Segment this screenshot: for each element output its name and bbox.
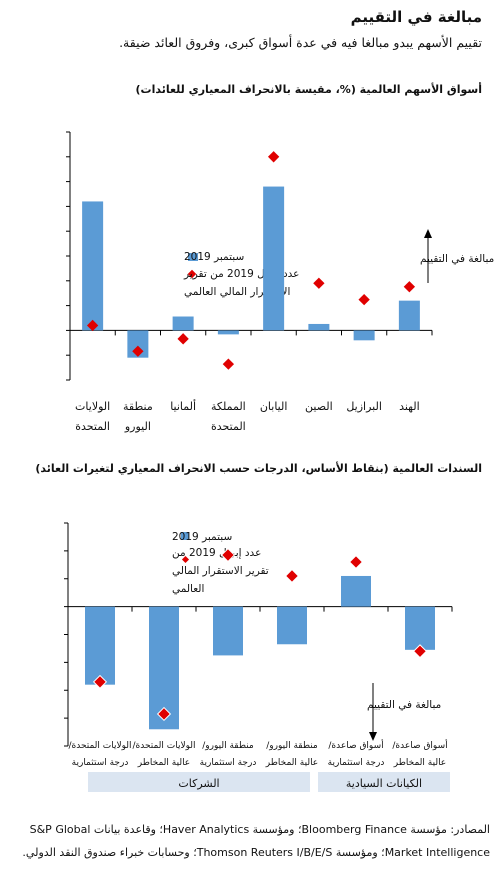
- chart1-marker: [403, 281, 416, 293]
- page-subtitle: تقييم الأسهم يبدو مبالغا فيه في عدة أسوا…: [119, 35, 482, 50]
- chart1-legend-bar-label: سبتمبر 2019: [184, 251, 244, 263]
- chart2-marker: [284, 568, 300, 584]
- chart2-marker: [156, 706, 172, 722]
- chart1-legend-bar-swatch: [188, 253, 198, 261]
- chart1-annotation: مبالغة في التقييم: [420, 253, 494, 265]
- chart2-legend-bar-swatch: [181, 532, 189, 540]
- chart2-category-label: منطقة اليورو/درجة استثمارية: [200, 741, 257, 768]
- group-label-sovereigns: الكيانات السيادية: [346, 777, 422, 790]
- chart1-marker: [177, 333, 189, 345]
- chart2-legend-marker-label-3: العالمي: [172, 583, 204, 595]
- chart1-legend-marker-swatch: [187, 269, 197, 279]
- chart2-legend-bar-label: سبتمبر 2019: [172, 531, 232, 543]
- chart1-marker: [358, 293, 370, 306]
- sources-note: المصادر: مؤسسة Bloomberg Finance؛ ومؤسسة…: [22, 823, 490, 859]
- chart1-category-label: ألمانيا: [170, 399, 196, 413]
- chart1-bar: [353, 330, 375, 341]
- group-label-corporates: الشركات: [178, 777, 219, 790]
- chart2-category-label: أسواق صاعدة/عالية المخاطر: [392, 739, 447, 768]
- chart2-category-label: منطقة اليورو/عالية المخاطر: [265, 741, 318, 768]
- chart2-marker: [412, 644, 428, 659]
- chart1-bar: [308, 323, 330, 331]
- chart2-marker: [348, 554, 364, 570]
- chart2-bar: [277, 606, 307, 645]
- chart1-marker: [267, 151, 280, 163]
- chart1-bar: [217, 330, 239, 335]
- chart2-bar: [213, 606, 243, 656]
- chart1-title: أسواق الأسهم العالمية (%، مقيسة بالانحرا…: [135, 83, 483, 96]
- chart2-annotation-arrow-head: [369, 732, 377, 741]
- chart1-category-label: الولايات المتحدة: [75, 400, 110, 433]
- chart1-bar: [263, 186, 285, 331]
- chart2-legend-marker-label-1: عدد إبريل 2019 من: [172, 547, 261, 559]
- chart1-bar: [82, 201, 104, 331]
- chart1-marker: [132, 345, 144, 357]
- chart2-annotation: مبالغة في التقييم: [367, 699, 441, 711]
- chart1-bar: [398, 300, 420, 331]
- chart1-category-label: منطقة اليورو: [123, 400, 153, 433]
- chart2-marker: [92, 674, 108, 689]
- chart2-category-label: الولايات المتحدة/عالية المخاطر: [132, 741, 195, 768]
- chart2-bar: [85, 606, 115, 685]
- chart1-category-label: البرازيل: [346, 400, 382, 413]
- group-band-corporates: [88, 772, 310, 792]
- chart2-title: السندات العالمية (بنقاط الأساس، الدرجات …: [35, 462, 482, 475]
- chart2-category-label: أسواق صاعدة/درجة استثمارية: [328, 739, 385, 768]
- group-band-sovereigns: [318, 772, 450, 792]
- equity-chart: سبتمبر 2019 عدد إبريل 2019 من تقرير الاس…: [66, 131, 494, 433]
- chart1-annotation-arrow-head: [424, 229, 432, 238]
- bond-chart: سبتمبر 2019 عدد إبريل 2019 من تقرير الاس…: [64, 522, 453, 792]
- chart2-legend-marker-label-2: تقرير الاستقرار المالي: [172, 565, 269, 577]
- chart1-marker: [313, 277, 325, 289]
- chart1-category-label: الهند: [399, 400, 420, 413]
- chart1-category-label: اليابان: [260, 400, 288, 413]
- chart1-marker: [222, 358, 235, 370]
- chart1-category-label: المملكة المتحدة: [211, 400, 246, 433]
- chart2-legend-marker-swatch: [181, 555, 190, 564]
- chart1-category-label: الصين: [305, 400, 333, 413]
- chart2-category-label: الولايات المتحدة/درجة استثمارية: [68, 741, 131, 768]
- chart1-bar: [172, 316, 194, 331]
- page-title: مبالغة في التقييم: [350, 8, 482, 26]
- chart2-marker: [220, 547, 236, 563]
- chart2-bar: [405, 606, 435, 650]
- chart2-bar: [341, 575, 371, 607]
